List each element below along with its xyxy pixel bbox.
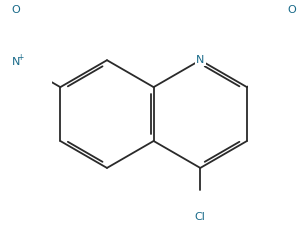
Text: Cl: Cl	[195, 213, 206, 222]
Text: N: N	[196, 55, 204, 65]
Text: +: +	[18, 53, 24, 62]
Text: O: O	[12, 5, 20, 15]
Text: O: O	[287, 5, 296, 15]
Text: N: N	[12, 57, 20, 67]
